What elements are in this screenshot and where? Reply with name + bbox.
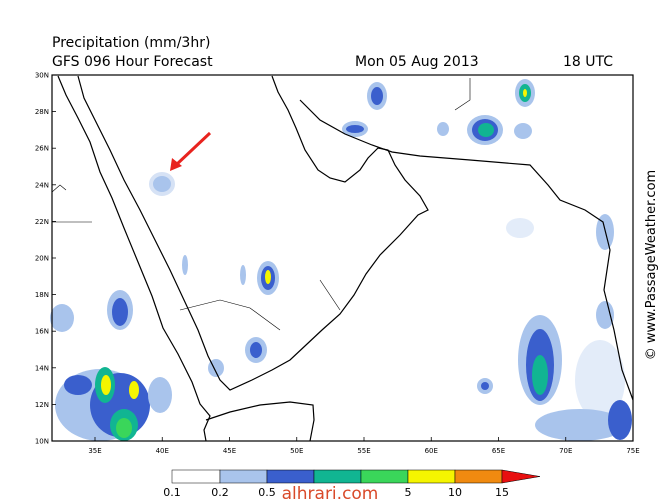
colorbar-label: 5 <box>405 486 412 499</box>
longitude-label: 55E <box>357 447 370 455</box>
date: Mon 05 Aug 2013 <box>355 54 479 70</box>
precip-area <box>112 298 128 326</box>
coastlines <box>51 75 634 442</box>
latitude-label: 20N <box>35 255 49 263</box>
precip-area <box>129 381 139 399</box>
longitude-label: 75E <box>626 447 639 455</box>
colorbar-bin <box>313 469 362 484</box>
longitude-label: 45E <box>223 447 236 455</box>
colorbar-label: 0.1 <box>163 486 181 499</box>
precip-area <box>149 172 175 196</box>
precip-area <box>346 125 364 133</box>
border <box>319 279 341 311</box>
longitude-label: 70E <box>559 447 572 455</box>
colorbar-bin <box>266 469 315 484</box>
latitude-label: 18N <box>35 291 49 299</box>
precip-area <box>506 218 534 238</box>
colorbar-label: 15 <box>495 486 509 499</box>
arrow-head <box>170 158 182 171</box>
precip-area <box>575 340 625 420</box>
time: 18 UTC <box>563 54 613 70</box>
precip-area <box>478 123 494 137</box>
colorbar-bin <box>407 469 456 484</box>
precip-area <box>101 375 111 395</box>
precip-area <box>437 122 449 136</box>
colorbar-bin <box>219 469 268 484</box>
watermark: alhrari.com <box>282 484 379 503</box>
subtitle: GFS 096 Hour Forecast <box>52 54 213 70</box>
latitude-label: 16N <box>35 328 49 336</box>
precip-area <box>240 265 246 285</box>
colorbar-label: 0.2 <box>211 486 229 499</box>
credit: © www.PassageWeather.com <box>644 170 659 360</box>
border <box>454 78 471 111</box>
title: Precipitation (mm/3hr) <box>52 35 210 51</box>
coastline <box>77 75 429 391</box>
coastline <box>205 401 315 442</box>
precip-area <box>523 89 527 97</box>
precip-area <box>64 375 92 395</box>
colorbar-label: 0.5 <box>258 486 276 499</box>
precip-area <box>514 123 532 139</box>
precip-area <box>50 304 74 332</box>
longitude-label: 40E <box>156 447 169 455</box>
coastline <box>299 99 634 401</box>
latitude-label: 26N <box>35 145 49 153</box>
latitude-label: 24N <box>35 181 49 189</box>
latitude-label: 10N <box>35 438 49 446</box>
precip-area <box>535 409 625 441</box>
arrow <box>174 131 212 167</box>
colorbar-bin <box>501 469 541 484</box>
precip-area <box>532 355 548 395</box>
latitude-label: 14N <box>35 364 49 372</box>
latitude-label: 28N <box>35 108 49 116</box>
precip-area <box>608 400 632 440</box>
colorbar-bin <box>171 469 221 484</box>
latitude-label: 30N <box>35 72 49 80</box>
coastline <box>57 75 211 442</box>
latitude-label: 22N <box>35 218 49 226</box>
precip-area <box>596 301 614 329</box>
border <box>179 299 281 331</box>
precipitation <box>50 79 632 441</box>
precip-area <box>148 377 172 413</box>
colorbar-bin <box>454 469 503 484</box>
colorbar-label: 10 <box>448 486 462 499</box>
colorbar: 0.1 0.2 0.5 5 10 15 <box>163 469 541 499</box>
axis-labels: 30N 28N 26N 24N 22N 20N 18N 16N 14N 12N 10N 35E 40E 4… <box>35 72 640 456</box>
longitude-label: 60E <box>425 447 438 455</box>
precip-area <box>116 418 132 438</box>
precip-area <box>371 87 383 105</box>
latitude-label: 12N <box>35 401 49 409</box>
precip-area <box>250 342 262 358</box>
precip-area <box>182 255 188 275</box>
longitude-label: 50E <box>290 447 303 455</box>
longitude-label: 35E <box>88 447 101 455</box>
precip-area <box>265 270 271 284</box>
longitude-label: 65E <box>492 447 505 455</box>
precip-area <box>481 382 489 390</box>
colorbar-bin <box>360 469 409 484</box>
border <box>51 184 67 193</box>
